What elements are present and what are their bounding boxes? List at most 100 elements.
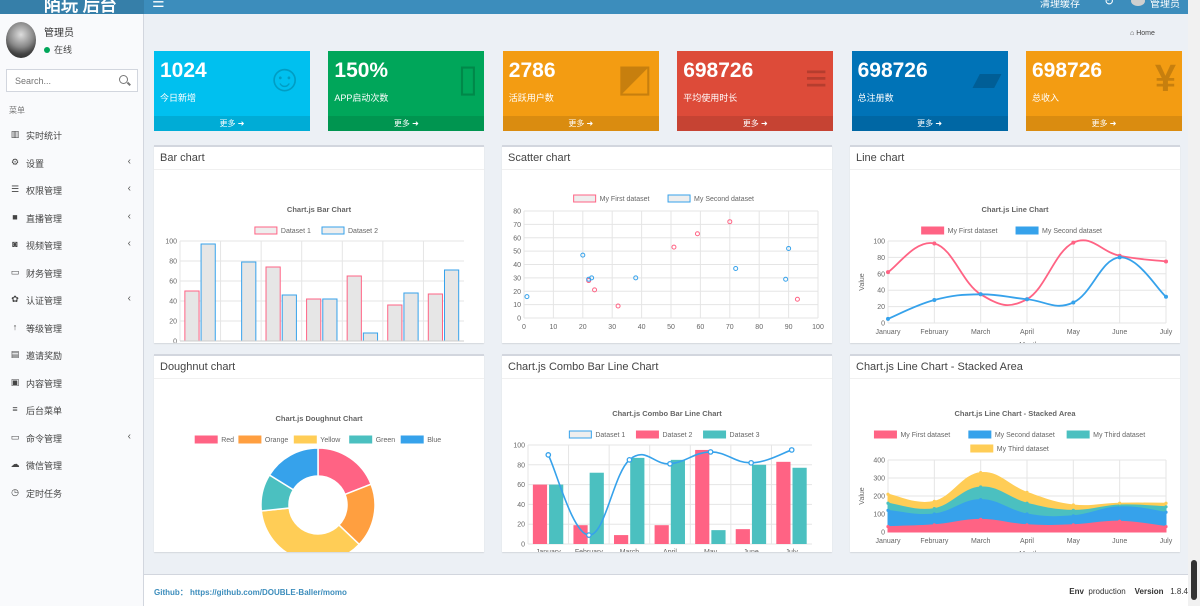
x-axis-title: Month	[1019, 551, 1039, 552]
y-tick-label: 80	[877, 255, 885, 262]
scatter-point	[592, 287, 598, 293]
camera-icon: ◙	[12, 239, 18, 249]
line-point	[886, 316, 890, 321]
y-tick-label: 40	[877, 288, 885, 295]
scatter-chart: My First dataset My Second dataset 0 10 20 30…	[513, 194, 824, 331]
bar-chart-panel: Bar chart Chart.js Bar Chart Dataset 1 Dat…	[154, 145, 484, 343]
scatter-point	[794, 296, 800, 302]
line-point	[1071, 300, 1076, 305]
area-point	[932, 523, 936, 527]
line-point	[1164, 259, 1168, 264]
line-point	[1117, 255, 1122, 260]
panel-title: Bar chart	[160, 152, 205, 164]
y-tick-label: 50	[513, 249, 521, 256]
stat-tile-5: 698726 总收入 ¥ 更多 ➜	[1026, 51, 1182, 131]
list-bars-icon: ≡	[805, 58, 828, 100]
sidebar-item-9[interactable]: ▣ 内容管理	[0, 369, 143, 397]
sidebar-item-13[interactable]: ◷ 定时任务	[0, 479, 143, 507]
sidebar-toggle-button[interactable]: ☰	[152, 0, 165, 10]
scatter-point	[694, 231, 700, 237]
stat-label: 总收入	[1032, 93, 1060, 103]
sidebar-item-10[interactable]: ≡ 后台菜单	[0, 396, 143, 424]
sidebar-item-12[interactable]: ☁ 微信管理	[0, 451, 143, 479]
area-point	[886, 492, 890, 496]
sidebar-item-8[interactable]: ▤ 邀请奖励	[0, 341, 143, 369]
breadcrumb-home[interactable]: Home	[1136, 30, 1155, 37]
doughnut-chart: Chart.js Doughnut Chart Red Orange Yellow Gr…	[194, 414, 441, 552]
header-avatar[interactable]	[1131, 0, 1145, 6]
legend-label: Dataset 3	[730, 432, 760, 439]
line-chart: Chart.js Line Chart My First dataset My Se…	[859, 205, 1173, 343]
chevron-left-icon: ‹	[127, 238, 131, 249]
more-info-link[interactable]: 更多 ➜	[677, 116, 834, 131]
brand-logo[interactable]: 陌玩 后台	[0, 0, 144, 14]
y-tick-label: 100	[165, 239, 177, 246]
sidebar-item-label: 视频管理	[26, 241, 63, 251]
book-icon: ▰	[972, 58, 1002, 100]
sidebar-item-11[interactable]: ▭ 命令管理 ‹	[0, 424, 143, 452]
sidebar-item-0[interactable]: ▥ 实时统计	[0, 121, 143, 149]
line-chart-panel: Line chart Chart.js Line Chart My First d…	[850, 145, 1180, 343]
sidebar-item-4[interactable]: ◙ 视频管理 ‹	[0, 231, 143, 259]
x-tick-label: July	[1160, 538, 1173, 545]
legend-label: My Second dataset	[995, 432, 1055, 439]
sidebar-item-1[interactable]: ⚙ 设置 ‹	[0, 149, 143, 177]
y-tick-label: 100	[513, 443, 525, 450]
sidebar-item-2[interactable]: ☰ 权限管理 ‹	[0, 176, 143, 204]
area-point	[1025, 523, 1029, 527]
legend-label: Dataset 1	[595, 432, 625, 439]
page-scrollbar[interactable]	[1188, 0, 1200, 606]
users-icon: ☺	[265, 58, 304, 100]
area-point	[1164, 510, 1168, 514]
more-info-link[interactable]: 更多 ➜	[1026, 116, 1182, 131]
x-tick-label: February	[920, 538, 949, 545]
stat-value: 698726	[857, 59, 928, 82]
sidebar-item-6[interactable]: ✿ 认证管理 ‹	[0, 286, 143, 314]
wechat-icon: ☁	[10, 459, 20, 469]
mobile-icon: ▯	[457, 58, 479, 100]
line-point	[932, 241, 937, 246]
stat-value: 150%	[334, 59, 389, 82]
sidebar-item-3[interactable]: ■ 直播管理 ‹	[0, 204, 143, 232]
search-input[interactable]	[7, 70, 107, 91]
bar-mark	[241, 261, 257, 342]
stat-value: 1024	[160, 59, 207, 82]
y-tick-label: 0	[173, 339, 177, 344]
y-tick-label: 0	[881, 530, 885, 537]
bar-mark	[792, 467, 807, 544]
main-content: ⌂ Home 1024 今日新增 ☺ 更多 ➜ 150% APP启动次数 ▯ 更多 ➜ 2786…	[144, 14, 1188, 606]
legend-swatch	[400, 435, 424, 444]
more-info-link[interactable]: 更多 ➜	[502, 116, 659, 131]
search-icon[interactable]	[119, 75, 128, 84]
x-tick-label: 90	[785, 324, 793, 331]
area-point	[886, 525, 890, 529]
legend-swatch	[968, 430, 992, 439]
sidebar-item-5[interactable]: ▭ 财务管理	[0, 259, 143, 287]
y-tick-label: 80	[517, 462, 525, 469]
legend-swatch	[349, 435, 373, 444]
more-info-link[interactable]: 更多 ➜	[851, 116, 1008, 131]
legend-swatch	[293, 435, 317, 444]
clear-cache-button[interactable]: 清理缓存	[1040, 0, 1080, 10]
area-point	[1071, 503, 1075, 507]
more-info-link[interactable]: 更多 ➜	[328, 116, 485, 131]
legend-swatch	[1066, 430, 1090, 439]
y-tick-label: 70	[513, 222, 521, 229]
x-tick-label: May	[1067, 538, 1081, 545]
scrollbar-thumb[interactable]	[1191, 560, 1197, 600]
area-point	[1025, 512, 1029, 516]
gears-icon: ⚙	[10, 156, 20, 167]
github-link[interactable]: Github： https://github.com/DOUBLE-Baller…	[154, 588, 347, 597]
area-point	[932, 512, 936, 516]
x-tick-label: April	[663, 549, 677, 552]
legend-label: Yellow	[320, 437, 341, 444]
panel-title: Doughnut chart	[160, 361, 236, 373]
breadcrumb: ⌂ Home	[1130, 30, 1155, 37]
header-user-name[interactable]: 管理员	[1150, 0, 1180, 10]
more-info-link[interactable]: 更多 ➜	[154, 116, 310, 131]
refresh-icon[interactable]: ↻	[1104, 0, 1115, 8]
line-point	[748, 459, 754, 466]
y-tick-label: 60	[513, 235, 521, 242]
sidebar-item-7[interactable]: ↑ 等级管理	[0, 314, 143, 342]
doughnut-slice	[260, 507, 361, 552]
